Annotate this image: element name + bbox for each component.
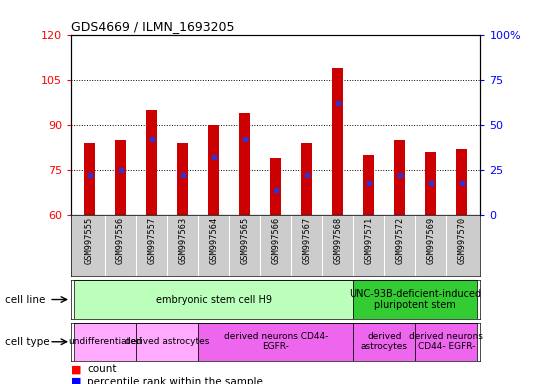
Text: undifferentiated: undifferentiated bbox=[68, 337, 142, 346]
Text: GSM997570: GSM997570 bbox=[458, 217, 466, 264]
Bar bbox=[425, 152, 436, 215]
Text: cell type: cell type bbox=[5, 337, 50, 347]
Text: GSM997563: GSM997563 bbox=[178, 217, 187, 264]
Bar bbox=[416, 323, 477, 361]
Text: GSM997555: GSM997555 bbox=[85, 217, 94, 264]
Bar bbox=[136, 323, 198, 361]
Text: derived neurons CD44-
EGFR-: derived neurons CD44- EGFR- bbox=[223, 332, 328, 351]
Text: GSM997564: GSM997564 bbox=[209, 217, 218, 264]
Bar bbox=[177, 143, 188, 215]
Text: GSM997569: GSM997569 bbox=[426, 217, 435, 264]
Text: GSM997572: GSM997572 bbox=[395, 217, 405, 264]
Text: percentile rank within the sample: percentile rank within the sample bbox=[87, 377, 263, 384]
Text: derived
astrocytes: derived astrocytes bbox=[361, 332, 408, 351]
Bar bbox=[115, 140, 126, 215]
Bar bbox=[456, 149, 467, 215]
Text: cell line: cell line bbox=[5, 295, 46, 305]
Bar bbox=[239, 113, 250, 215]
Bar bbox=[74, 323, 136, 361]
Text: embryonic stem cell H9: embryonic stem cell H9 bbox=[156, 295, 272, 305]
Text: GSM997568: GSM997568 bbox=[333, 217, 342, 264]
Bar bbox=[353, 280, 477, 319]
Bar bbox=[301, 143, 312, 215]
Text: derived neurons
CD44- EGFR-: derived neurons CD44- EGFR- bbox=[410, 332, 483, 351]
Text: GSM997566: GSM997566 bbox=[271, 217, 280, 264]
Bar bbox=[353, 323, 416, 361]
Bar bbox=[74, 280, 353, 319]
Bar bbox=[394, 140, 405, 215]
Text: UNC-93B-deficient-induced
pluripotent stem: UNC-93B-deficient-induced pluripotent st… bbox=[349, 289, 482, 310]
Text: GDS4669 / ILMN_1693205: GDS4669 / ILMN_1693205 bbox=[71, 20, 234, 33]
Bar bbox=[84, 143, 95, 215]
Text: GSM997565: GSM997565 bbox=[240, 217, 249, 264]
Text: derived astrocytes: derived astrocytes bbox=[125, 337, 209, 346]
Text: GSM997567: GSM997567 bbox=[302, 217, 311, 264]
Text: count: count bbox=[87, 364, 117, 374]
Text: ■: ■ bbox=[71, 377, 81, 384]
Text: GSM997557: GSM997557 bbox=[147, 217, 156, 264]
Text: GSM997571: GSM997571 bbox=[364, 217, 373, 264]
Bar bbox=[146, 110, 157, 215]
Text: GSM997556: GSM997556 bbox=[116, 217, 125, 264]
Bar bbox=[364, 155, 374, 215]
Bar bbox=[270, 158, 281, 215]
Bar bbox=[208, 125, 219, 215]
Bar bbox=[198, 323, 353, 361]
Text: ■: ■ bbox=[71, 364, 81, 374]
Bar bbox=[333, 68, 343, 215]
